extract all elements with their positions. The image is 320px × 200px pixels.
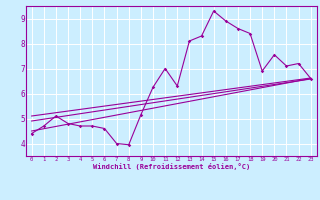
X-axis label: Windchill (Refroidissement éolien,°C): Windchill (Refroidissement éolien,°C) [92,163,250,170]
